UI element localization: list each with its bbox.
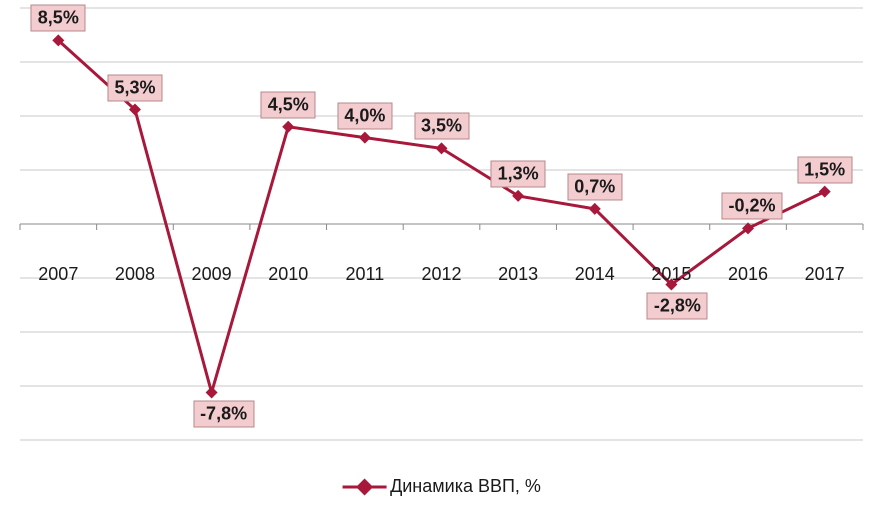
- data-label: 0,7%: [567, 173, 622, 200]
- legend-marker: [342, 485, 386, 488]
- x-axis-label: 2016: [728, 264, 768, 285]
- x-axis-label: 2008: [115, 264, 155, 285]
- x-axis-label: 2007: [38, 264, 78, 285]
- data-label: 8,5%: [31, 5, 86, 32]
- data-label: 4,0%: [337, 102, 392, 129]
- legend: Динамика ВВП, %: [342, 476, 541, 497]
- x-axis-label: 2010: [268, 264, 308, 285]
- gdp-dynamics-chart: 2007 2008 2009 2010 2011 2012 2013 2014 2015 2016…: [0, 0, 883, 507]
- diamond-icon: [356, 478, 373, 495]
- x-axis-label: 2012: [421, 264, 461, 285]
- data-label: 1,5%: [797, 156, 852, 183]
- data-label: -2,8%: [647, 293, 708, 320]
- x-axis-label: 2014: [575, 264, 615, 285]
- x-axis-label: 2013: [498, 264, 538, 285]
- data-label: 3,5%: [414, 113, 469, 140]
- x-axis-label: 2011: [346, 264, 385, 285]
- data-label: 5,3%: [107, 74, 162, 101]
- x-axis-label: 2017: [805, 264, 845, 285]
- data-label: 1,3%: [491, 160, 546, 187]
- legend-label: Динамика ВВП, %: [390, 476, 541, 497]
- x-axis-label: 2009: [192, 264, 232, 285]
- data-label: -7,8%: [193, 401, 254, 428]
- x-axis-label: 2015: [651, 264, 691, 285]
- data-label: 4,5%: [261, 91, 316, 118]
- data-label: -0,2%: [722, 193, 783, 220]
